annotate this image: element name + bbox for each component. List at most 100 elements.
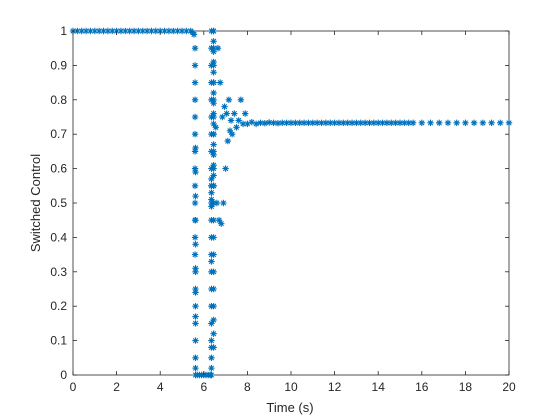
data-point	[210, 38, 217, 45]
data-point	[126, 27, 133, 35]
data-point	[192, 268, 199, 275]
data-point	[210, 251, 217, 258]
data-point	[210, 110, 217, 117]
data-point	[366, 119, 373, 127]
data-point	[210, 100, 217, 107]
data-point	[409, 119, 417, 127]
data-point	[283, 119, 290, 127]
data-point	[348, 119, 356, 127]
data-point	[210, 151, 217, 159]
data-point	[210, 172, 217, 179]
data-point	[215, 217, 223, 224]
data-point	[208, 175, 215, 183]
data-point	[191, 96, 199, 103]
data-point	[231, 110, 238, 117]
data-point	[208, 364, 215, 372]
x-tick-label: 18	[459, 380, 473, 394]
data-point	[74, 27, 81, 35]
data-point	[242, 110, 249, 117]
data-point	[266, 119, 273, 126]
data-point	[191, 165, 199, 172]
data-point	[210, 234, 217, 241]
data-point	[210, 131, 217, 138]
y-tick-label: 0.3	[50, 265, 67, 279]
data-point	[488, 119, 495, 127]
data-point	[210, 113, 217, 121]
data-point	[165, 27, 173, 35]
data-point	[335, 119, 343, 127]
data-point	[383, 119, 391, 127]
data-point	[309, 119, 316, 127]
data-point	[192, 303, 199, 310]
data-point	[210, 69, 217, 76]
x-tick-label: 2	[113, 380, 120, 394]
x-tick-label: 10	[284, 380, 298, 394]
data-point	[396, 119, 404, 127]
y-tick-label: 0.4	[50, 230, 67, 244]
data-point	[228, 131, 236, 138]
y-tick-label: 0.1	[50, 334, 67, 348]
data-point	[192, 144, 199, 152]
data-point	[191, 79, 199, 86]
data-point	[210, 161, 217, 169]
data-point	[87, 27, 94, 35]
data-point	[191, 62, 199, 69]
data-point	[375, 119, 382, 127]
data-point	[208, 203, 215, 210]
y-tick-label: 0.2	[50, 299, 67, 313]
y-tick-label: 0	[60, 368, 67, 382]
x-tick-label: 16	[415, 380, 429, 394]
data-point	[210, 165, 217, 172]
data-point	[405, 119, 412, 127]
data-point	[210, 96, 217, 103]
data-point	[322, 119, 330, 127]
x-tick-label: 14	[372, 380, 386, 394]
data-point	[244, 120, 251, 128]
data-point	[143, 27, 151, 35]
data-point	[208, 354, 215, 361]
data-point	[95, 27, 103, 35]
data-point	[300, 119, 308, 127]
data-point	[222, 165, 229, 172]
data-point	[353, 119, 360, 127]
data-point	[226, 127, 234, 134]
data-point	[340, 119, 347, 127]
data-point	[233, 124, 240, 131]
y-axis-label: Switched Control	[28, 154, 43, 252]
data-point	[313, 119, 321, 127]
data-point	[370, 119, 378, 127]
data-point	[192, 192, 199, 200]
data-point	[192, 313, 199, 320]
y-tick-label: 0.6	[50, 162, 67, 176]
data-point	[279, 119, 286, 127]
data-point	[239, 120, 247, 128]
data-point	[208, 337, 215, 344]
data-point	[210, 285, 217, 293]
data-point	[210, 217, 217, 224]
x-tick-label: 20	[502, 380, 516, 394]
data-point	[192, 337, 199, 344]
x-axis-ticks: 0 2 4 6 8 10 12 14 16 18 20	[70, 31, 516, 394]
data-point	[191, 45, 199, 52]
data-point	[152, 27, 160, 35]
data-series-markers	[69, 27, 513, 379]
y-tick-label: 0.9	[50, 58, 67, 72]
data-point	[227, 117, 235, 124]
data-point	[191, 148, 199, 155]
data-point	[191, 113, 199, 121]
data-point	[192, 320, 199, 327]
data-point	[214, 45, 222, 52]
data-point	[192, 168, 199, 176]
data-point	[192, 241, 199, 248]
data-point	[210, 268, 217, 275]
data-point	[213, 199, 221, 207]
data-point	[318, 119, 325, 127]
data-point	[170, 27, 177, 35]
x-tick-label: 12	[328, 380, 342, 394]
data-point	[388, 119, 395, 127]
data-point	[357, 119, 364, 127]
data-point	[130, 27, 138, 35]
data-point	[191, 131, 199, 138]
data-point	[235, 117, 242, 124]
